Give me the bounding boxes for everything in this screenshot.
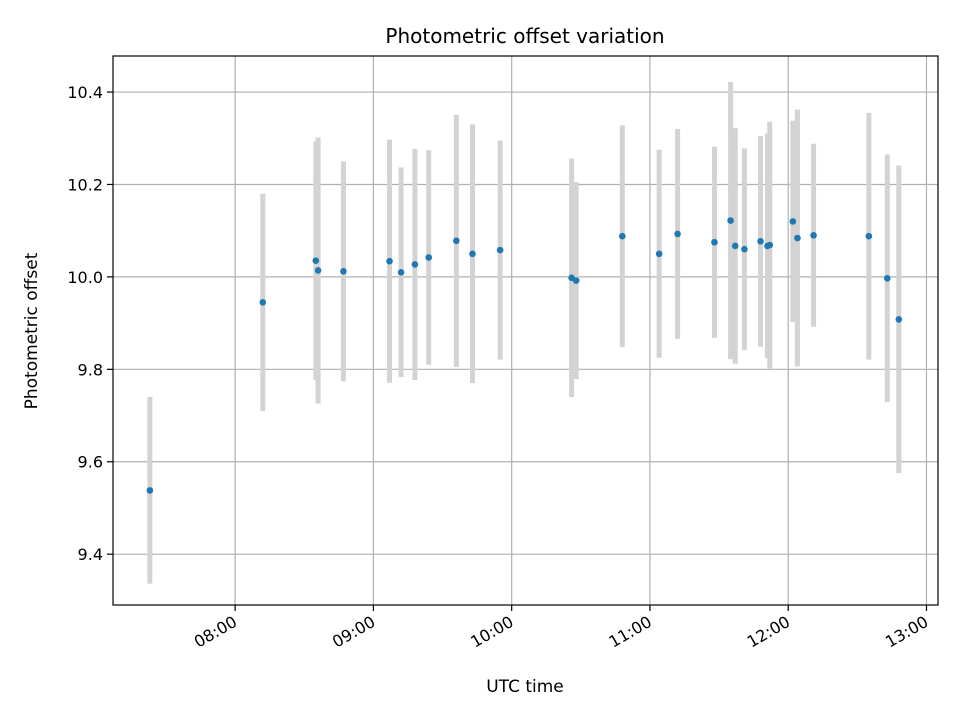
data-point	[655, 250, 663, 258]
chart-title: Photometric offset variation	[385, 24, 664, 48]
data-point	[397, 268, 405, 276]
data-point	[757, 238, 764, 245]
x-axis-label: UTC time	[486, 677, 564, 697]
data-point	[259, 299, 267, 306]
data-point	[425, 254, 433, 261]
grid	[113, 56, 938, 605]
data-point	[469, 250, 476, 258]
data-points	[146, 217, 903, 494]
data-point	[727, 217, 734, 224]
data-point	[865, 232, 873, 240]
y-tick-label: 10.4	[67, 83, 103, 102]
y-tick-label: 9.4	[78, 545, 103, 564]
x-axis-ticks: 08:00 09:00 10:00 11:00 12:00 13:00	[191, 605, 931, 652]
y-tick-label: 9.8	[78, 360, 103, 379]
data-point	[810, 232, 817, 239]
data-point	[572, 277, 580, 284]
data-point	[146, 487, 154, 494]
data-point	[895, 316, 903, 323]
y-tick-label: 10.0	[67, 268, 103, 287]
data-point	[386, 257, 393, 265]
data-point	[794, 234, 801, 242]
data-point	[766, 241, 774, 249]
data-point	[340, 268, 347, 275]
data-point	[789, 218, 797, 225]
data-point	[496, 246, 504, 254]
data-point	[741, 245, 748, 253]
data-point	[731, 242, 739, 250]
y-axis-label: Photometric offset	[22, 252, 42, 409]
data-point	[618, 232, 626, 240]
y-tick-label: 9.6	[78, 453, 103, 472]
data-point	[314, 267, 322, 274]
data-point	[674, 230, 681, 238]
plot-frame	[112, 55, 939, 606]
y-tick-label: 10.2	[67, 175, 103, 194]
data-point	[312, 257, 320, 265]
data-point	[711, 238, 718, 246]
data-point	[411, 261, 419, 268]
data-point	[453, 237, 460, 245]
data-point	[884, 274, 891, 282]
y-axis-ticks: 9.4 9.6 9.8 10.0 10.2 10.4	[67, 83, 113, 564]
